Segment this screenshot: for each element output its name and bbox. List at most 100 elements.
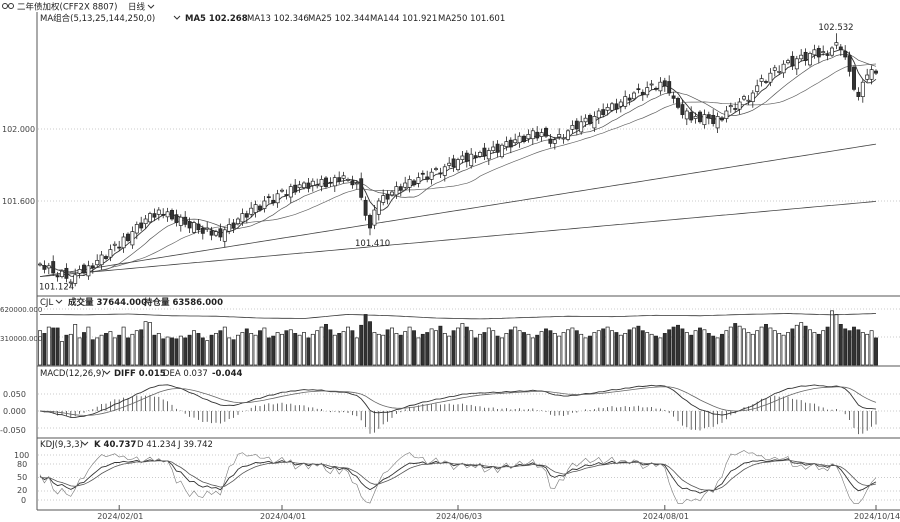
volume-bar bbox=[407, 326, 412, 366]
candle-up bbox=[108, 249, 113, 258]
volume-bar bbox=[218, 330, 223, 366]
volume-bar bbox=[341, 331, 346, 366]
chart-marks bbox=[38, 33, 878, 510]
volume-bar bbox=[689, 334, 694, 366]
candle-down bbox=[636, 88, 641, 91]
candle-up bbox=[486, 150, 491, 160]
volume-bar bbox=[170, 337, 174, 366]
volume-bar bbox=[266, 337, 271, 366]
macd-diff-line bbox=[39, 384, 877, 418]
volume-bar bbox=[73, 324, 78, 366]
candle-down bbox=[548, 138, 553, 144]
chevron-down-icon[interactable] bbox=[173, 15, 181, 20]
candle-up bbox=[561, 137, 566, 140]
candle-up bbox=[742, 96, 746, 100]
candle-up bbox=[865, 74, 870, 80]
candle-up bbox=[376, 200, 381, 215]
volume-bar bbox=[275, 332, 280, 366]
candle-down bbox=[482, 147, 487, 157]
volume-bar bbox=[442, 333, 447, 366]
volume-bar bbox=[860, 332, 865, 366]
candle-up bbox=[302, 182, 306, 189]
candle-down bbox=[574, 120, 579, 130]
candle-down bbox=[601, 109, 606, 115]
candle-up bbox=[491, 146, 496, 151]
volume-bar bbox=[566, 329, 570, 366]
volume-bar bbox=[381, 334, 386, 366]
chevron-down-icon[interactable] bbox=[55, 299, 63, 304]
volume-bar bbox=[500, 337, 504, 366]
candle-down bbox=[412, 180, 416, 186]
volume-bar bbox=[328, 329, 333, 366]
volume-bar bbox=[262, 327, 267, 366]
candle-up bbox=[227, 224, 232, 232]
price-tick-label: 101.600 bbox=[2, 197, 35, 206]
candle-up bbox=[156, 209, 161, 215]
volume-bar bbox=[592, 332, 597, 366]
volume-indicator-selector[interactable]: CJL bbox=[40, 298, 53, 308]
candle-up bbox=[297, 184, 302, 189]
kdj-indicator-selector[interactable]: KDJ(9,3,3) bbox=[40, 440, 83, 450]
candle-down bbox=[266, 196, 271, 199]
candle-up bbox=[750, 92, 755, 102]
candle-up bbox=[130, 231, 135, 246]
volume-bar bbox=[240, 332, 245, 366]
candle-down bbox=[825, 54, 830, 56]
candle-down bbox=[350, 180, 355, 186]
candle-down bbox=[495, 143, 500, 153]
candle-up bbox=[143, 218, 148, 225]
volume-bar bbox=[244, 328, 249, 366]
chevron-down-icon[interactable] bbox=[103, 370, 111, 375]
volume-bar bbox=[222, 326, 227, 366]
volume-tick-label: 620000.000 bbox=[0, 306, 42, 314]
candle-down bbox=[711, 114, 716, 124]
volume-bar bbox=[460, 323, 465, 366]
candle-down bbox=[90, 265, 95, 268]
ma-indicator-selector[interactable]: MA组合(5,13,25,144,250,0) bbox=[40, 13, 155, 24]
candle-up bbox=[755, 85, 760, 92]
candle-up bbox=[68, 281, 73, 284]
candle-down bbox=[152, 213, 157, 218]
volume-bar bbox=[838, 324, 843, 366]
candle-up bbox=[552, 139, 557, 144]
macd-tick-label: 0.000 bbox=[3, 407, 26, 416]
kdj-tick-label: 0 bbox=[21, 496, 26, 505]
price-tick-label: 102.000 bbox=[2, 125, 35, 134]
candle-up bbox=[623, 96, 628, 107]
volume-bar bbox=[799, 322, 804, 366]
candle-up bbox=[737, 101, 742, 110]
volume-bar bbox=[821, 330, 826, 366]
macd-indicator-selector[interactable]: MACD(12,26,9) bbox=[40, 369, 105, 379]
date-tick-label: 2024/06/03 bbox=[436, 512, 482, 521]
volume-bar bbox=[293, 333, 298, 366]
chevron-down-icon[interactable] bbox=[81, 441, 89, 446]
volume-bar bbox=[847, 330, 852, 366]
candle-down bbox=[689, 112, 694, 121]
candle-up bbox=[500, 144, 504, 158]
chevron-down-icon[interactable] bbox=[147, 4, 155, 9]
volume-bar bbox=[310, 333, 315, 366]
candle-up bbox=[456, 159, 460, 171]
period-selector[interactable]: 日线 bbox=[128, 2, 146, 13]
x-axis: 2024/02/01 2024/04/01 2024/06/03 2024/08… bbox=[97, 512, 900, 521]
volume-bar bbox=[623, 333, 628, 366]
candle-up bbox=[341, 175, 346, 179]
volume-bar bbox=[508, 329, 513, 366]
volume-bar bbox=[473, 337, 478, 366]
candle-down bbox=[126, 233, 130, 241]
volume-bar bbox=[843, 328, 848, 366]
candle-up bbox=[112, 243, 117, 246]
volume-bar bbox=[720, 333, 724, 366]
volume-bar bbox=[284, 330, 289, 366]
candle-up bbox=[786, 60, 790, 64]
volume-bar bbox=[271, 335, 276, 366]
candle-up bbox=[504, 141, 509, 147]
kdj-j-line bbox=[39, 450, 877, 504]
volume-bar bbox=[236, 334, 240, 366]
link-icon[interactable] bbox=[2, 3, 14, 9]
candle-up bbox=[618, 101, 623, 107]
volume-bar bbox=[583, 337, 588, 366]
ma25-line bbox=[39, 63, 877, 274]
volume-bar bbox=[786, 332, 790, 366]
